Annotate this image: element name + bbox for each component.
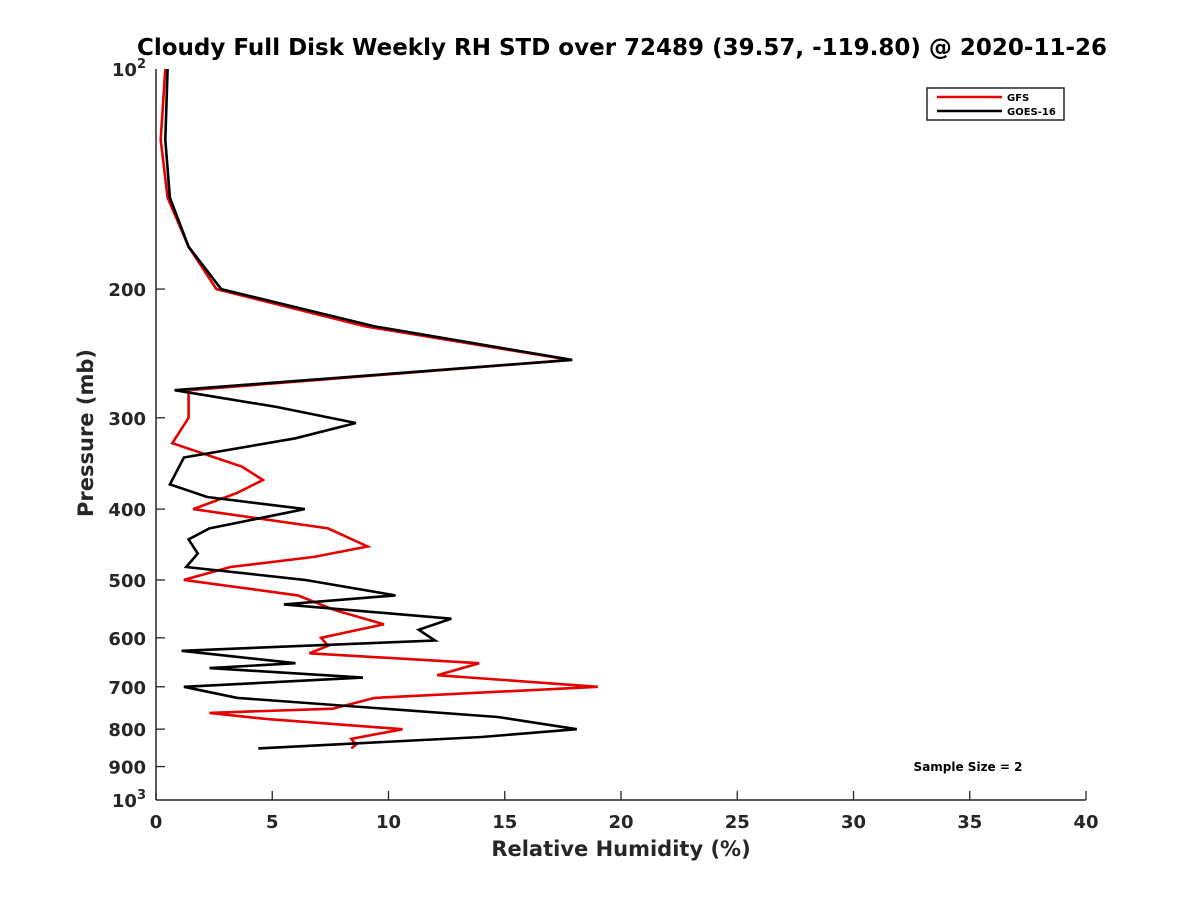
sample-size-annotation: Sample Size = 2	[914, 760, 1023, 774]
series-line-goes-16	[163, 68, 577, 750]
x-tick-label: 35	[957, 812, 982, 833]
y-tick-label: 800	[108, 720, 146, 741]
ticks-layer: 0 5 10 15 20 25 30 35 40102200300400500600700800…	[108, 57, 1098, 833]
x-tick-label: 25	[725, 812, 750, 833]
y-tick-label: 400	[108, 500, 146, 521]
x-tick-label: 15	[492, 812, 517, 833]
x-tick-label: 5	[266, 812, 279, 833]
x-tick-label: 30	[841, 812, 866, 833]
chart-title: Cloudy Full Disk Weekly RH STD over 7248…	[137, 35, 1107, 61]
y-tick-label: 700	[108, 678, 146, 699]
x-tick-label: 10	[376, 812, 401, 833]
legend: GFS GOES-16	[926, 87, 1065, 121]
x-tick-label: 0	[150, 812, 163, 833]
y-tick-label: 900	[108, 758, 146, 779]
x-tick-label: 20	[608, 812, 633, 833]
y-tick-label: 200	[108, 280, 146, 301]
legend-label: GOES-16	[1007, 107, 1056, 118]
y-tick-label: 500	[108, 571, 146, 592]
series-layer	[159, 68, 598, 750]
legend-label: GFS	[1007, 93, 1029, 104]
legend-box	[926, 87, 1065, 121]
y-tick-label: 600	[108, 629, 146, 650]
x-tick-label: 40	[1073, 812, 1098, 833]
y-tick-label: 300	[108, 409, 146, 430]
y-axis-label: Pressure (mb)	[74, 349, 98, 517]
x-axis-label: Relative Humidity (%)	[491, 837, 750, 861]
